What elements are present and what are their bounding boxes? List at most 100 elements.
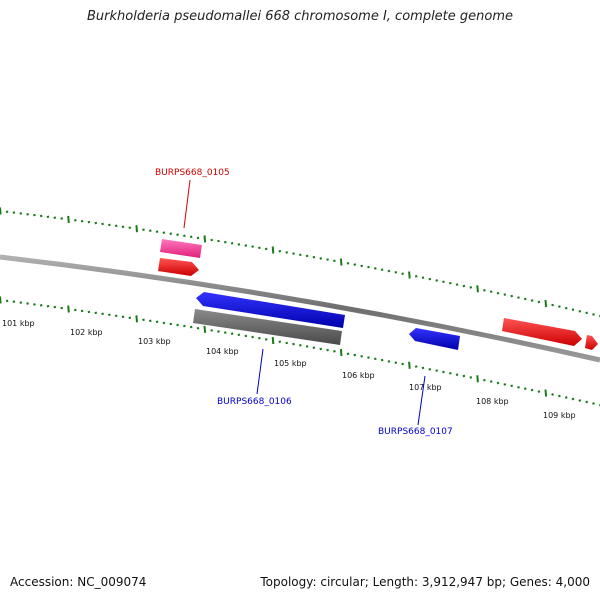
minor-tick xyxy=(442,370,445,374)
outer-tick-row xyxy=(0,207,600,318)
minor-tick xyxy=(503,293,507,296)
minor-tick xyxy=(353,263,357,266)
minor-tick xyxy=(455,373,459,377)
minor-tick xyxy=(414,365,418,368)
minor-tick xyxy=(387,269,391,273)
minor-tick xyxy=(285,341,289,345)
leader-line-0105 xyxy=(183,179,191,229)
minor-tick xyxy=(19,212,23,215)
minor-tick xyxy=(53,305,57,309)
minor-tick xyxy=(346,261,350,265)
minor-tick xyxy=(217,330,220,333)
minor-tick xyxy=(196,236,200,240)
minor-tick xyxy=(176,233,179,237)
minor-tick xyxy=(46,304,50,308)
minor-tick xyxy=(360,354,364,358)
minor-tick xyxy=(189,325,193,329)
minor-tick xyxy=(217,239,220,243)
leader-line-0107 xyxy=(417,375,426,426)
minor-tick xyxy=(448,371,452,375)
minor-tick xyxy=(319,257,323,260)
minor-tick xyxy=(278,340,282,344)
minor-tick xyxy=(87,310,91,314)
minor-tick xyxy=(223,331,227,334)
minor-tick xyxy=(264,247,268,251)
minor-tick xyxy=(326,348,329,352)
gene-feature-pink[interactable] xyxy=(160,239,202,258)
gene-label-burps668-0107[interactable]: BURPS668_0107 xyxy=(378,427,453,437)
minor-tick xyxy=(285,251,289,254)
minor-tick xyxy=(469,286,473,289)
minor-tick xyxy=(292,252,295,255)
minor-tick xyxy=(578,309,582,313)
scale-label-103: 103 kbp xyxy=(138,337,171,346)
gene-feature-gray[interactable] xyxy=(193,309,342,345)
gene-forward-right-2[interactable] xyxy=(585,335,598,350)
minor-tick xyxy=(189,235,193,239)
minor-tick xyxy=(401,272,404,276)
minor-tick xyxy=(176,323,179,327)
major-tick xyxy=(203,235,207,243)
major-tick xyxy=(271,246,275,254)
minor-tick xyxy=(101,312,104,316)
minor-tick xyxy=(462,374,466,378)
major-tick xyxy=(544,389,548,397)
scale-label-104: 104 kbp xyxy=(206,347,239,356)
major-tick xyxy=(476,285,479,293)
minor-tick xyxy=(585,311,589,315)
minor-tick xyxy=(114,224,118,228)
minor-tick xyxy=(592,402,595,405)
minor-tick xyxy=(210,329,214,332)
gene-burps668-0105-forward[interactable] xyxy=(158,258,199,276)
major-tick xyxy=(203,325,207,333)
minor-tick xyxy=(298,253,302,257)
minor-tick xyxy=(108,223,111,227)
minor-tick xyxy=(114,314,118,318)
minor-tick xyxy=(537,390,541,393)
minor-tick xyxy=(551,303,554,307)
minor-tick xyxy=(346,352,350,356)
gene-label-burps668-0106[interactable]: BURPS668_0106 xyxy=(217,397,292,407)
minor-tick xyxy=(312,346,316,350)
minor-tick xyxy=(564,396,568,399)
minor-tick xyxy=(94,221,98,225)
minor-tick xyxy=(230,241,234,245)
minor-tick xyxy=(414,274,418,278)
minor-tick xyxy=(12,211,16,214)
minor-tick xyxy=(169,322,173,326)
minor-tick xyxy=(592,313,595,316)
minor-tick xyxy=(148,319,152,323)
minor-tick xyxy=(5,210,9,214)
minor-tick xyxy=(142,228,145,232)
minor-tick xyxy=(333,349,336,353)
minor-tick xyxy=(435,279,439,282)
minor-tick xyxy=(108,313,111,317)
minor-tick xyxy=(19,301,23,304)
minor-tick xyxy=(496,381,500,385)
inner-tick-row xyxy=(0,296,600,407)
gene-burps668-0106-reverse[interactable] xyxy=(196,292,345,328)
minor-tick xyxy=(455,283,459,286)
minor-tick xyxy=(483,378,486,382)
minor-tick xyxy=(373,267,377,270)
gene-burps668-0107-reverse[interactable] xyxy=(409,328,460,350)
minor-tick xyxy=(196,326,200,330)
gene-forward-right-1[interactable] xyxy=(502,318,582,346)
minor-tick xyxy=(94,311,98,315)
minor-tick xyxy=(523,297,527,301)
minor-tick xyxy=(380,268,384,272)
minor-tick xyxy=(258,246,261,250)
genome-summary-text: Topology: circular; Length: 3,912,947 bp… xyxy=(260,575,590,589)
minor-tick xyxy=(12,300,16,304)
minor-tick xyxy=(258,336,261,340)
minor-tick xyxy=(373,357,377,361)
minor-tick xyxy=(585,400,589,404)
minor-tick xyxy=(60,306,64,310)
minor-tick xyxy=(26,302,29,305)
minor-tick xyxy=(435,369,439,372)
minor-tick xyxy=(551,393,554,396)
minor-tick xyxy=(380,358,384,362)
gene-label-burps668-0105[interactable]: BURPS668_0105 xyxy=(155,168,230,178)
scale-label-106: 106 kbp xyxy=(342,371,375,380)
major-tick xyxy=(339,258,343,266)
